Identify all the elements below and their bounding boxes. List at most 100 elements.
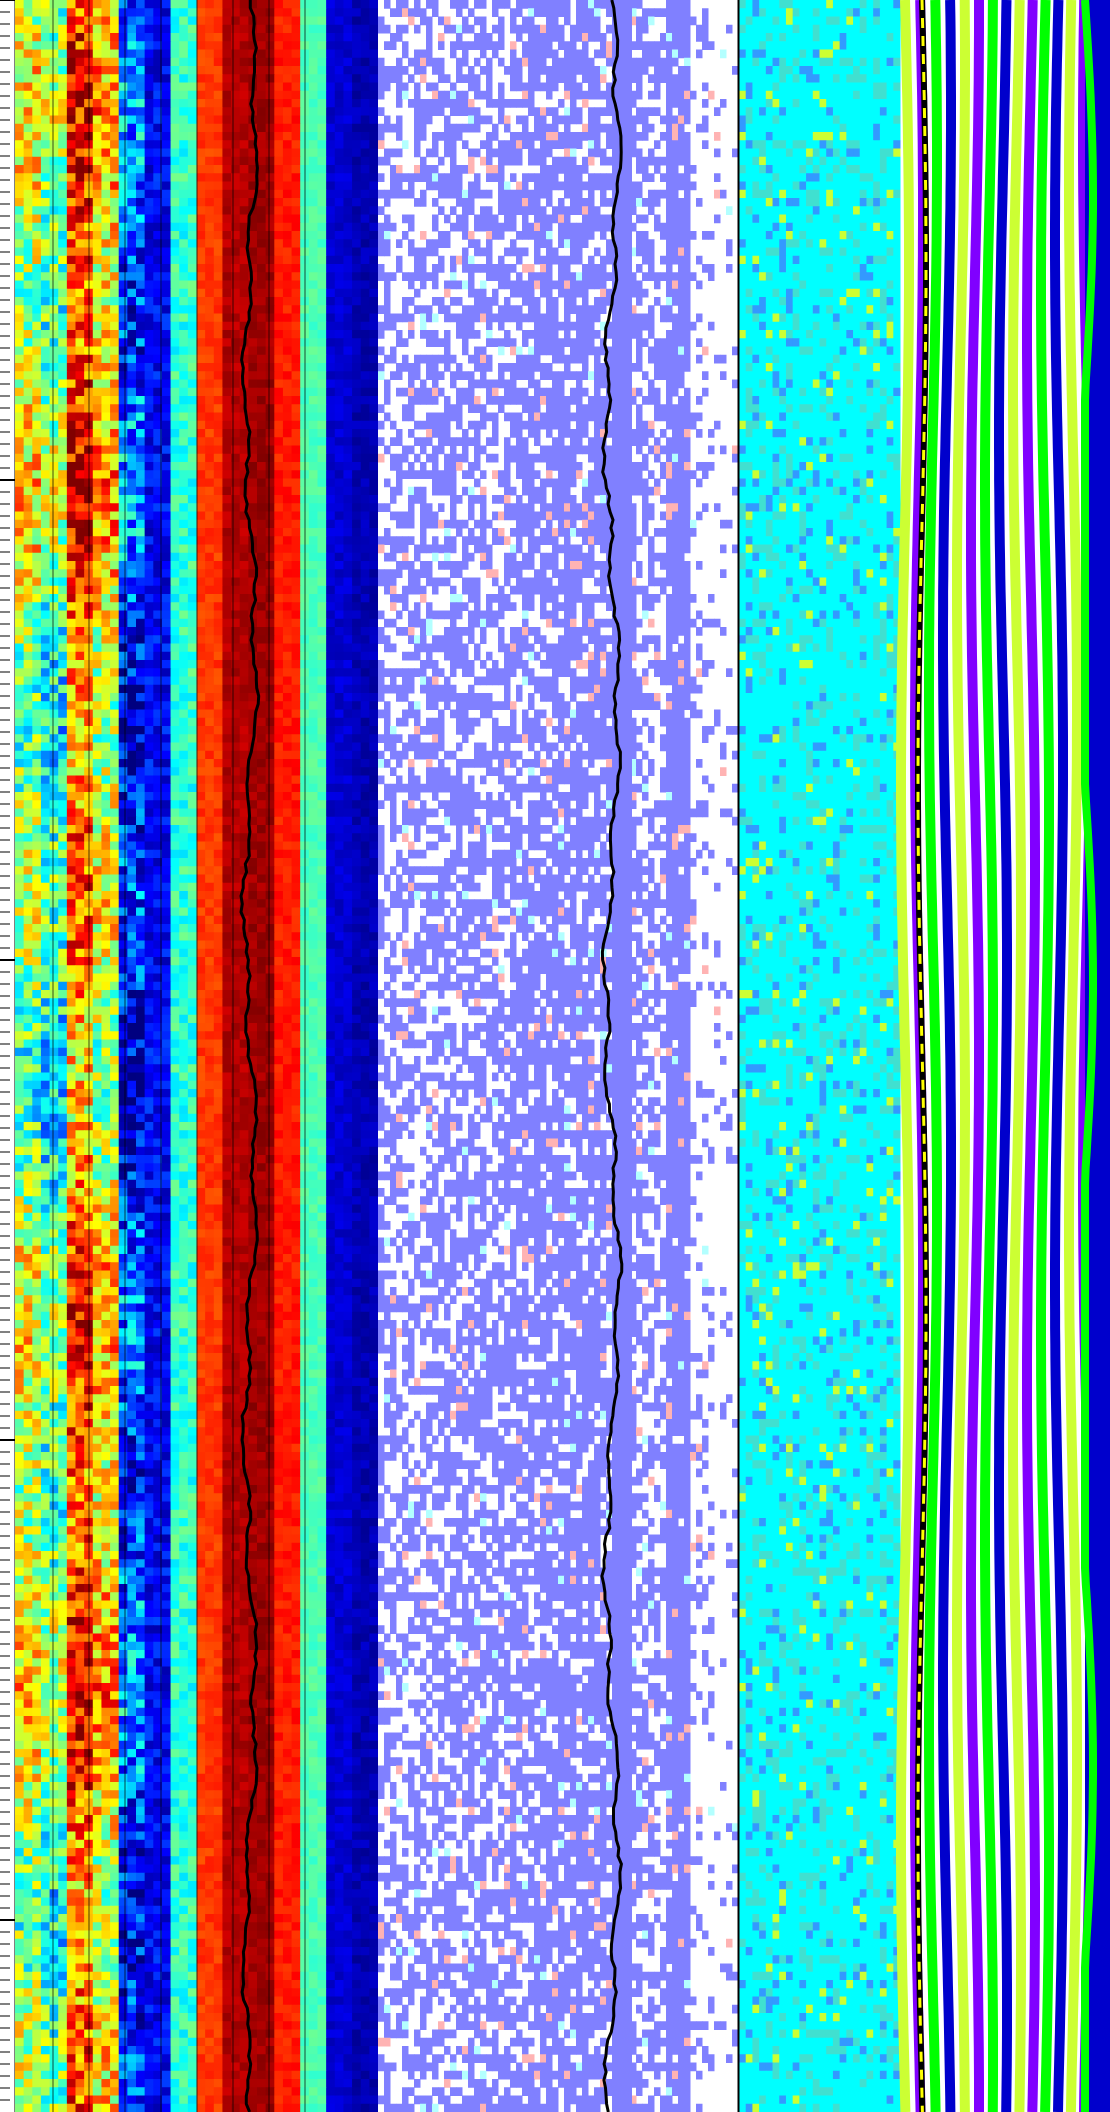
heatmap-cell [41,569,50,578]
heatmap-cell [127,173,136,182]
heatmap-cell [188,767,197,776]
heatmap-cell [318,256,327,265]
heatmap-cell [231,644,240,653]
heatmap-cell [231,74,240,83]
heatmap-cell [32,132,41,141]
heatmap-cell [292,8,301,17]
heatmap-cell [171,495,180,504]
heatmap-cell [257,561,266,570]
heatmap-cell [162,215,171,224]
heatmap-cell [352,586,361,595]
heatmap-cell [369,429,378,438]
heatmap-cell [119,833,128,842]
heatmap-cell [171,17,180,26]
heatmap-cell [257,635,266,644]
heatmap-cell [335,776,344,785]
heatmap-cell [119,66,128,75]
heatmap-cell [343,619,352,628]
heatmap-cell [309,99,318,108]
heatmap-cell [50,685,59,694]
heatmap-cell [127,215,136,224]
heatmap-cell [32,866,41,875]
heatmap-cell [222,825,231,834]
heatmap-cell [231,314,240,323]
heatmap-cell [266,437,275,446]
heatmap-cell [326,157,335,166]
heatmap-cell [343,322,352,331]
heatmap-cell [76,586,85,595]
heatmap-cell [24,520,33,529]
heatmap-cell [318,272,327,281]
heatmap-cell [369,569,378,578]
heatmap-cell [110,58,119,67]
heatmap-cell [326,380,335,389]
heatmap-cell [145,58,154,67]
heatmap-cell [222,149,231,158]
heatmap-cell [162,404,171,413]
heatmap-cell [171,767,180,776]
heatmap-cell [162,503,171,512]
heatmap-cell [352,239,361,248]
heatmap-cell [326,429,335,438]
heatmap-cell [136,124,145,133]
heatmap-cell [93,446,102,455]
heatmap-cell [171,578,180,587]
heatmap-cell [222,916,231,925]
heatmap-cell [222,809,231,818]
heatmap-cell [197,726,206,735]
heatmap-cell [309,891,318,900]
heatmap-cell [101,231,110,240]
heatmap-cell [119,470,128,479]
heatmap-cell [110,149,119,158]
heatmap-cell [309,124,318,133]
heatmap-cell [283,454,292,463]
heatmap-cell [50,858,59,867]
heatmap-cell [343,693,352,702]
heatmap-cell [205,66,214,75]
heatmap-cell [179,503,188,512]
heatmap-cell [24,470,33,479]
heatmap-cell [222,380,231,389]
heatmap-cell [257,248,266,257]
heatmap-cell [67,206,76,215]
heatmap-cell [15,99,24,108]
heatmap-cell [24,941,33,950]
heatmap-cell [352,520,361,529]
heatmap-cell [309,66,318,75]
heatmap-cell [171,182,180,191]
heatmap-cell [179,322,188,331]
heatmap-cell [266,371,275,380]
heatmap-cell [188,718,197,727]
heatmap-cell [24,371,33,380]
heatmap-cell [50,619,59,628]
heatmap-cell [32,74,41,83]
heatmap-cell [231,149,240,158]
heatmap-cell [162,883,171,892]
heatmap-cell [179,908,188,917]
heatmap-cell [15,314,24,323]
heatmap-cell [50,140,59,149]
heatmap-cell [50,454,59,463]
heatmap-cell [145,495,154,504]
heatmap-cell [326,173,335,182]
heatmap-cell [101,264,110,273]
heatmap-cell [127,58,136,67]
heatmap-cell [222,454,231,463]
heatmap-cell [309,561,318,570]
heatmap-cell [352,215,361,224]
heatmap-cell [274,883,283,892]
heatmap-cell [231,173,240,182]
heatmap-cell [50,371,59,380]
heatmap-cell [248,883,257,892]
heatmap-cell [32,289,41,298]
heatmap-cell [110,710,119,719]
heatmap-cell [50,652,59,661]
heatmap-cell [136,322,145,331]
heatmap-cell [369,198,378,207]
heatmap-cell [179,569,188,578]
heatmap-cell [326,132,335,141]
heatmap-cell [41,784,50,793]
heatmap-cell [127,396,136,405]
heatmap-cell [32,668,41,677]
heatmap-cell [101,74,110,83]
